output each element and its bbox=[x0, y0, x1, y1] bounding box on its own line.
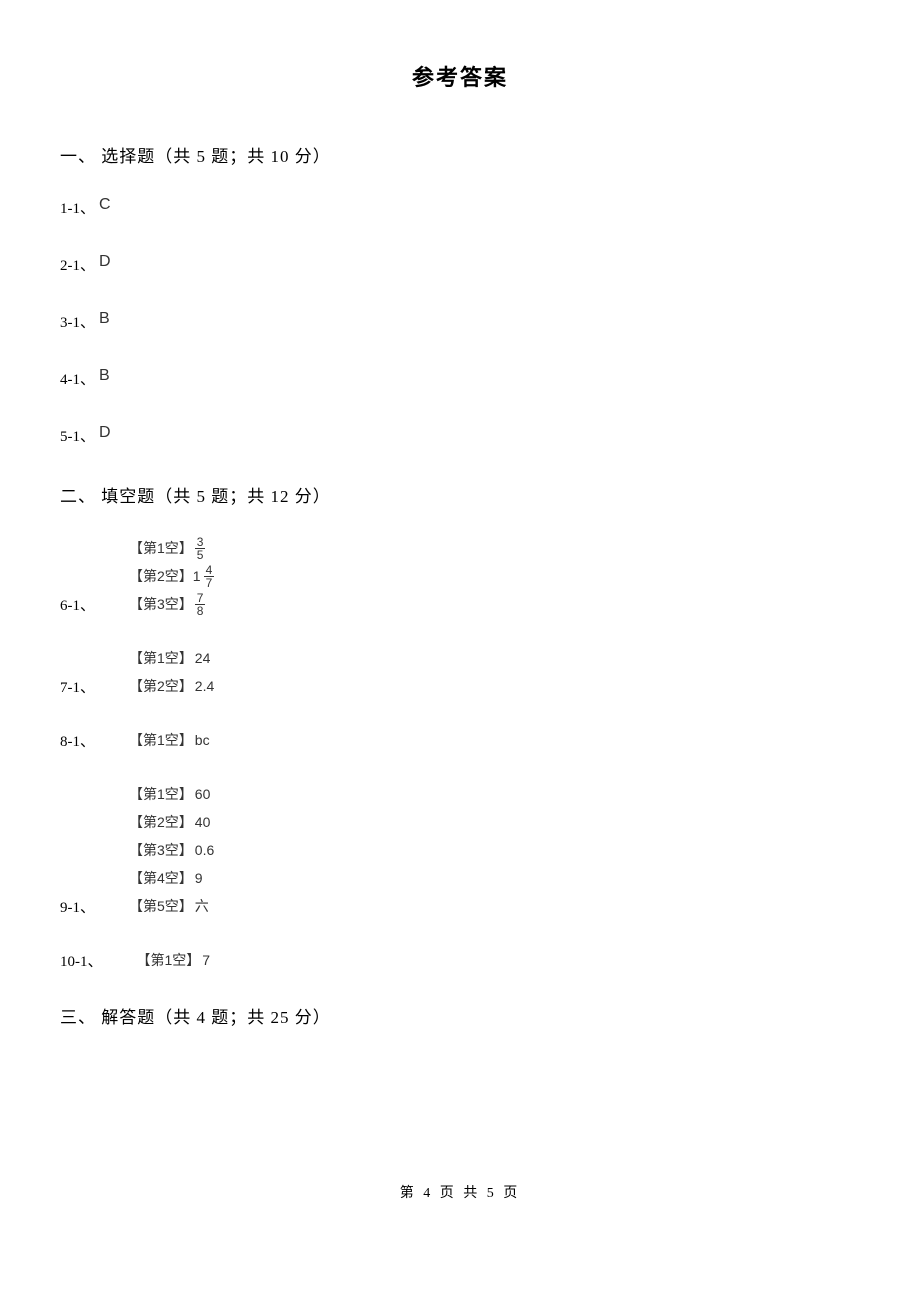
answer-label: 1-1、 bbox=[60, 197, 95, 218]
blank-value: 24 bbox=[195, 650, 211, 666]
answer-value: B bbox=[99, 310, 110, 328]
section-3-header: 三、 解答题（共 4 题；共 25 分） bbox=[60, 1003, 860, 1028]
answer-5-1: 5-1、 D bbox=[60, 425, 860, 446]
blank-list: 【第1空】 60 【第2空】 40 【第3空】 0.6 【第4空】 9 【第5空… bbox=[129, 783, 214, 917]
blank-value: 2.4 bbox=[195, 678, 214, 694]
answer-3-1: 3-1、 B bbox=[60, 311, 860, 332]
section-2-header: 二、 填空题（共 5 题；共 12 分） bbox=[60, 482, 860, 507]
page-title: 参考答案 bbox=[60, 60, 860, 92]
blank-value: 60 bbox=[195, 786, 211, 802]
blank-label: 【第2空】 bbox=[129, 566, 193, 586]
blank-row: 【第1空】 24 bbox=[129, 647, 214, 669]
mixed-number-value: 1 4 7 bbox=[193, 564, 214, 589]
mixed-whole: 1 bbox=[193, 568, 201, 584]
fraction-numerator: 4 bbox=[204, 564, 215, 577]
blank-value: 0.6 bbox=[195, 842, 214, 858]
blank-list: 【第1空】 bc bbox=[129, 729, 210, 751]
answer-2-1: 2-1、 D bbox=[60, 254, 860, 275]
blank-value: bc bbox=[195, 732, 210, 748]
blank-row: 【第2空】 1 4 7 bbox=[129, 565, 214, 587]
blank-row: 【第2空】 40 bbox=[129, 811, 214, 833]
blank-row: 【第3空】 0.6 bbox=[129, 839, 214, 861]
blank-value: 7 bbox=[202, 952, 210, 968]
fraction-value: 7 8 bbox=[195, 592, 206, 617]
blank-row: 【第1空】 3 5 bbox=[129, 537, 214, 559]
blank-label: 【第1空】 bbox=[129, 538, 193, 558]
answer-value: C bbox=[99, 196, 111, 214]
answer-4-1: 4-1、 B bbox=[60, 368, 860, 389]
blank-label: 【第1空】 bbox=[129, 730, 193, 750]
answer-label: 8-1、 bbox=[60, 730, 95, 751]
blank-row: 【第4空】 9 bbox=[129, 867, 214, 889]
fraction-denominator: 7 bbox=[204, 577, 215, 589]
blank-label: 【第2空】 bbox=[129, 812, 193, 832]
blank-value: 40 bbox=[195, 814, 211, 830]
fraction-denominator: 8 bbox=[195, 605, 206, 617]
blank-row: 【第5空】 六 bbox=[129, 895, 214, 917]
answer-label: 4-1、 bbox=[60, 368, 95, 389]
blank-list: 【第1空】 3 5 【第2空】 1 4 7 【第3空】 7 8 bbox=[129, 537, 214, 615]
blank-row: 【第1空】 bc bbox=[129, 729, 210, 751]
section-1-header: 一、 选择题（共 5 题；共 10 分） bbox=[60, 142, 860, 167]
answer-8-1: 8-1、 【第1空】 bc bbox=[60, 729, 860, 751]
answer-label: 3-1、 bbox=[60, 311, 95, 332]
blank-label: 【第3空】 bbox=[129, 594, 193, 614]
answer-9-1: 9-1、 【第1空】 60 【第2空】 40 【第3空】 0.6 【第4空】 9… bbox=[60, 783, 860, 917]
blank-value: 9 bbox=[195, 870, 203, 886]
answer-10-1: 10-1、 【第1空】 7 bbox=[60, 949, 860, 971]
answer-label: 5-1、 bbox=[60, 425, 95, 446]
blank-label: 【第1空】 bbox=[129, 784, 193, 804]
fraction-value: 3 5 bbox=[195, 536, 206, 561]
answer-label: 9-1、 bbox=[60, 896, 95, 917]
answer-6-1: 6-1、 【第1空】 3 5 【第2空】 1 4 7 【第3空】 7 8 bbox=[60, 537, 860, 615]
answer-value: D bbox=[99, 424, 111, 442]
answer-value: D bbox=[99, 253, 111, 271]
fraction-denominator: 5 bbox=[195, 549, 206, 561]
page-footer: 第 4 页 共 5 页 bbox=[0, 1182, 920, 1202]
fraction-numerator: 3 bbox=[195, 536, 206, 549]
blank-label: 【第1空】 bbox=[137, 950, 201, 970]
answer-7-1: 7-1、 【第1空】 24 【第2空】 2.4 bbox=[60, 647, 860, 697]
answer-value: B bbox=[99, 367, 110, 385]
answer-label: 10-1、 bbox=[60, 950, 103, 971]
blank-label: 【第2空】 bbox=[129, 676, 193, 696]
blank-row: 【第2空】 2.4 bbox=[129, 675, 214, 697]
blank-label: 【第4空】 bbox=[129, 868, 193, 888]
fraction-value: 4 7 bbox=[204, 564, 215, 589]
blank-row: 【第1空】 7 bbox=[137, 949, 211, 971]
answer-label: 2-1、 bbox=[60, 254, 95, 275]
blank-row: 【第1空】 60 bbox=[129, 783, 214, 805]
blank-label: 【第1空】 bbox=[129, 648, 193, 668]
fraction-numerator: 7 bbox=[195, 592, 206, 605]
answer-1-1: 1-1、 C bbox=[60, 197, 860, 218]
blank-value: 六 bbox=[195, 896, 209, 916]
blank-row: 【第3空】 7 8 bbox=[129, 593, 214, 615]
answer-label: 7-1、 bbox=[60, 676, 95, 697]
blank-list: 【第1空】 7 bbox=[137, 949, 211, 971]
blank-label: 【第3空】 bbox=[129, 840, 193, 860]
blank-list: 【第1空】 24 【第2空】 2.4 bbox=[129, 647, 214, 697]
answer-label: 6-1、 bbox=[60, 594, 95, 615]
blank-label: 【第5空】 bbox=[129, 896, 193, 916]
